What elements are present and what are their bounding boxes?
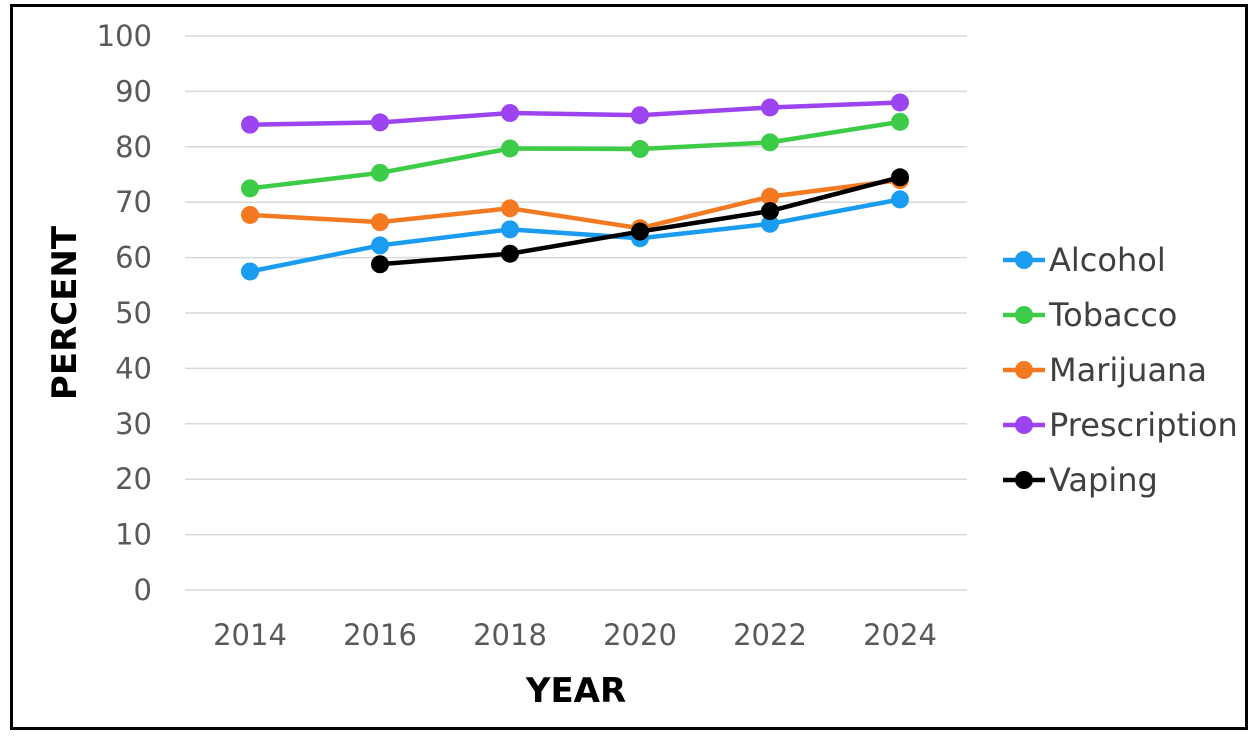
data-point-marijuana-2018 [501,199,519,218]
legend-swatch-marker [1015,471,1033,489]
y-axis-ticks: 0 10 20 30 40 50 60 70 80 90 100 [97,19,152,607]
legend-label: Alcohol [1049,241,1166,279]
y-tick-label: 10 [115,518,152,552]
gridlines [185,35,967,591]
series-lines [241,93,909,281]
data-point-vaping-2024 [891,168,909,187]
legend-item-tobacco: Tobacco [1003,296,1177,334]
series-tobacco [241,112,909,198]
series-line-tobacco [247,119,903,191]
data-point-vaping-2020 [631,222,649,241]
data-point-tobacco-2016 [371,163,389,182]
y-tick-label: 50 [115,296,152,330]
data-point-alcohol-2022 [761,214,779,233]
y-tick-label: 40 [115,351,152,385]
y-tick-label: 30 [115,407,152,441]
data-point-prescription-2018 [501,104,519,123]
legend-swatch-marker [1015,361,1033,379]
legend-label: Tobacco [1048,296,1177,334]
y-tick-label: 20 [115,462,152,496]
legend-swatch-marker [1015,251,1033,269]
data-point-marijuana-2016 [371,213,389,232]
series-prescription [241,93,909,134]
data-point-prescription-2016 [371,113,389,132]
x-tick-label: 2022 [733,618,807,652]
legend-item-alcohol: Alcohol [1003,241,1166,279]
data-point-prescription-2022 [761,98,779,117]
legend-item-prescription: Prescription [1003,406,1238,444]
data-point-prescription-2020 [631,106,649,125]
legend-swatch-marker [1015,416,1033,434]
series-line-marijuana [247,177,903,231]
data-point-tobacco-2018 [501,139,519,158]
legend-label: Prescription [1049,406,1238,444]
data-point-vaping-2018 [501,244,519,263]
y-tick-label: 0 [134,573,152,607]
chart-frame [10,4,1248,730]
y-tick-label: 80 [115,130,152,164]
x-tick-label: 2020 [603,618,677,652]
data-point-alcohol-2014 [241,262,259,281]
legend-item-marijuana: Marijuana [1003,351,1207,389]
data-point-prescription-2014 [241,115,259,134]
legend-swatch-marker [1015,306,1033,324]
x-tick-label: 2014 [213,618,287,652]
legend-label: Vaping [1049,461,1158,499]
x-axis-ticks: 2014 2016 2018 2020 2022 2024 [213,618,937,652]
x-tick-label: 2016 [343,618,417,652]
data-point-tobacco-2022 [761,133,779,152]
series-marijuana [241,171,909,238]
x-tick-label: 2018 [473,618,547,652]
series-line-prescription [247,100,903,127]
y-tick-label: 60 [115,241,152,275]
y-axis-title: PERCENT [45,225,85,400]
data-point-alcohol-2024 [891,190,909,209]
data-point-alcohol-2016 [371,236,389,255]
series-vaping [371,168,909,274]
y-tick-label: 100 [97,19,152,53]
y-tick-label: 70 [115,185,152,219]
data-point-tobacco-2024 [891,112,909,131]
y-tick-label: 90 [115,74,152,108]
data-point-tobacco-2014 [241,179,259,198]
series-alcohol [241,190,909,281]
data-point-tobacco-2020 [631,140,649,159]
data-point-marijuana-2014 [241,205,259,224]
data-point-marijuana-2022 [761,187,779,206]
data-point-vaping-2016 [371,255,389,274]
legend: Alcohol Tobacco Marijuana Prescription Vapin… [1003,241,1238,499]
series-line-alcohol [247,197,903,274]
data-point-alcohol-2018 [501,220,519,239]
data-point-vaping-2022 [761,202,779,221]
data-point-prescription-2024 [891,93,909,112]
x-axis-title: YEAR [525,671,626,711]
legend-label: Marijuana [1049,351,1207,389]
legend-item-vaping: Vaping [1003,461,1158,499]
x-tick-label: 2024 [863,618,937,652]
